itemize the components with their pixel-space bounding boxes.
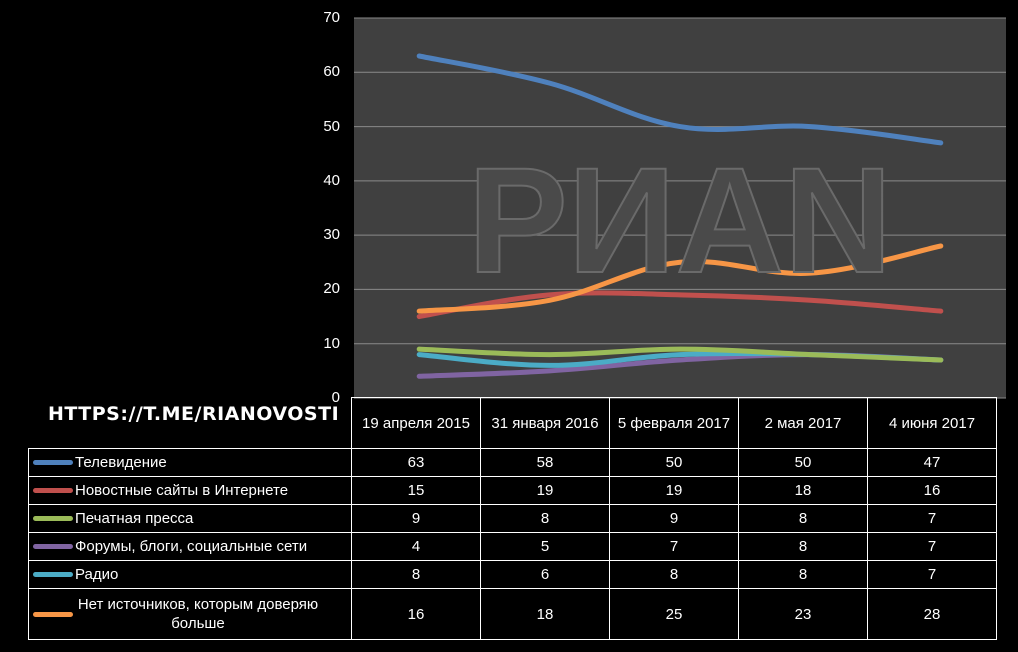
data-value-cell: 8	[738, 560, 868, 589]
data-value-cell: 7	[867, 504, 997, 533]
data-value-cell: 7	[867, 560, 997, 589]
data-value-cell: 8	[738, 532, 868, 561]
y-tick-label: 0	[331, 389, 340, 406]
data-value-cell: 4	[351, 532, 481, 561]
data-value-cell: 7	[609, 532, 739, 561]
legend-swatch	[33, 488, 73, 493]
y-tick-label: 50	[323, 117, 340, 135]
legend-swatch	[33, 611, 73, 617]
table-corner	[29, 398, 352, 449]
category-label: 31 января 2016	[480, 397, 610, 449]
y-tick-label: 10	[323, 334, 340, 352]
y-tick-label: 60	[323, 63, 340, 81]
series-name: Печатная пресса	[75, 510, 194, 527]
series-line	[416, 346, 944, 363]
data-value-cell: 23	[738, 588, 868, 640]
data-value-cell: 19	[609, 476, 739, 505]
data-value-cell: 9	[609, 504, 739, 533]
series-name: Нет источников, которым доверяю больше	[77, 596, 319, 632]
data-value-cell: 8	[609, 560, 739, 589]
table-row: Новостные сайты в Интернете 15 19 19 18 16	[28, 476, 997, 505]
data-value-cell: 6	[480, 560, 610, 589]
data-value-cell: 25	[609, 588, 739, 640]
table-row: Нет источников, которым доверяю больше 16…	[28, 588, 997, 640]
table-header-row: 19 апреля 2015 31 января 2016 5 февраля …	[29, 397, 997, 449]
series-name-cell: Телевидение	[28, 448, 352, 477]
data-value-cell: 63	[351, 448, 481, 477]
series-name: Телевидение	[75, 454, 167, 471]
source-url: HTTPS://T.ME/RIANOVOSTI	[48, 403, 340, 425]
series-name: Радио	[75, 566, 119, 583]
data-value-cell: 28	[867, 588, 997, 640]
legend-swatch	[33, 460, 73, 465]
category-label: 5 февраля 2017	[609, 397, 739, 449]
data-value-cell: 15	[351, 476, 481, 505]
data-value-cell: 7	[867, 532, 997, 561]
y-tick-label: 30	[323, 226, 340, 244]
watermark-logo: РИАN	[467, 150, 894, 280]
watermark-text: РИАN	[468, 150, 893, 280]
data-value-cell: 8	[351, 560, 481, 589]
plot-area	[354, 18, 1006, 398]
series-name: Новостные сайты в Интернете	[75, 482, 289, 499]
table-row: Радио 8 6 8 8 7	[28, 560, 997, 589]
y-tick-label: 40	[323, 171, 340, 189]
data-value-cell: 5	[480, 532, 610, 561]
legend-swatch	[33, 572, 73, 577]
data-value-cell: 9	[351, 504, 481, 533]
category-label: 2 мая 2017	[738, 397, 868, 449]
series-name-cell: Нет источников, которым доверяю больше	[28, 588, 352, 640]
series-line	[416, 53, 944, 146]
series-lines	[416, 53, 944, 379]
data-value-cell: 58	[480, 448, 610, 477]
series-line	[416, 243, 944, 314]
data-value-cell: 18	[738, 476, 868, 505]
series-name-cell: Форумы, блоги, социальные сети	[28, 532, 352, 561]
data-value-cell: 50	[609, 448, 739, 477]
series-name-cell: Новостные сайты в Интернете	[28, 476, 352, 505]
data-value-cell: 8	[480, 504, 610, 533]
data-table: 19 апреля 2015 31 января 2016 5 февраля …	[28, 397, 997, 640]
series-name-cell: Печатная пресса	[28, 504, 352, 533]
data-value-cell: 16	[867, 476, 997, 505]
table-row: Форумы, блоги, социальные сети 4 5 7 8 7	[28, 532, 997, 561]
data-value-cell: 47	[867, 448, 997, 477]
legend-swatch	[33, 544, 73, 549]
series-name-cell: Радио	[28, 560, 352, 589]
table-row: Телевидение 63 58 50 50 47	[28, 448, 997, 477]
data-value-cell: 8	[738, 504, 868, 533]
category-label: 19 апреля 2015	[351, 397, 481, 449]
category-label: 4 июня 2017	[867, 397, 997, 449]
table-row: Печатная пресса 9 8 9 8 7	[28, 504, 997, 533]
y-tick-label: 20	[323, 280, 340, 298]
series-name: Форумы, блоги, социальные сети	[75, 538, 308, 555]
series-line	[416, 290, 944, 320]
data-value-cell: 16	[351, 588, 481, 640]
data-value-cell: 19	[480, 476, 610, 505]
data-value-cell: 18	[480, 588, 610, 640]
legend-swatch	[33, 516, 73, 521]
data-value-cell: 50	[738, 448, 868, 477]
y-tick-label: 70	[323, 9, 340, 26]
